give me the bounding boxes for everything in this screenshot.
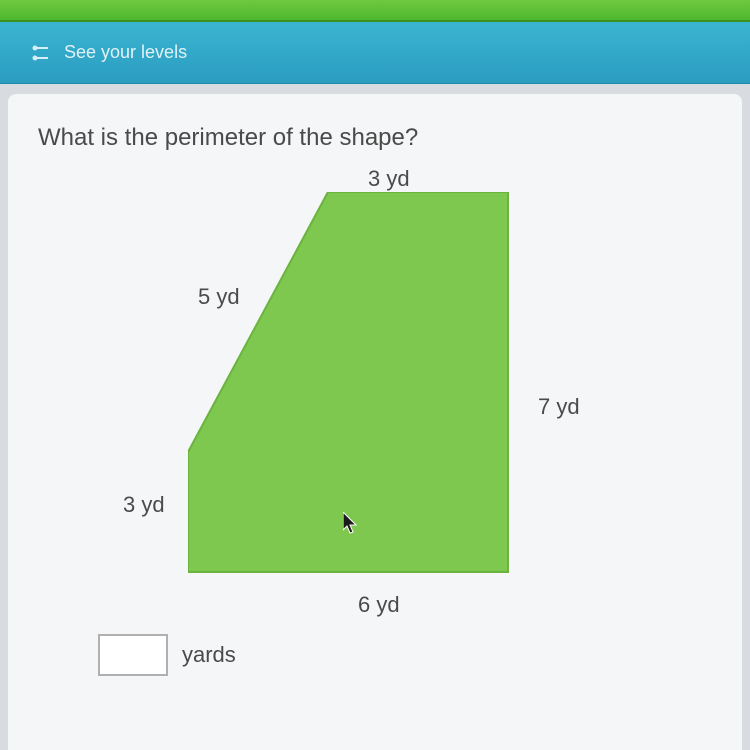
- question-prompt: What is the perimeter of the shape?: [38, 124, 712, 152]
- pentagon-shape: [188, 192, 518, 582]
- side-label-right: 7 yd: [538, 394, 580, 420]
- side-label-left: 3 yd: [123, 492, 165, 518]
- levels-icon: [30, 42, 52, 64]
- content-panel: What is the perimeter of the shape? 3 yd…: [8, 94, 742, 750]
- side-label-bottom: 6 yd: [358, 592, 400, 618]
- shape-diagram: 3 yd 5 yd 7 yd 3 yd 6 yd: [98, 174, 638, 614]
- top-green-bar: [0, 0, 750, 22]
- levels-label: See your levels: [64, 42, 187, 63]
- answer-unit: yards: [182, 642, 236, 668]
- levels-bar[interactable]: See your levels: [0, 22, 750, 84]
- side-label-top: 3 yd: [368, 166, 410, 192]
- answer-row: yards: [98, 634, 712, 676]
- answer-input[interactable]: [98, 634, 168, 676]
- side-label-slant: 5 yd: [198, 284, 240, 310]
